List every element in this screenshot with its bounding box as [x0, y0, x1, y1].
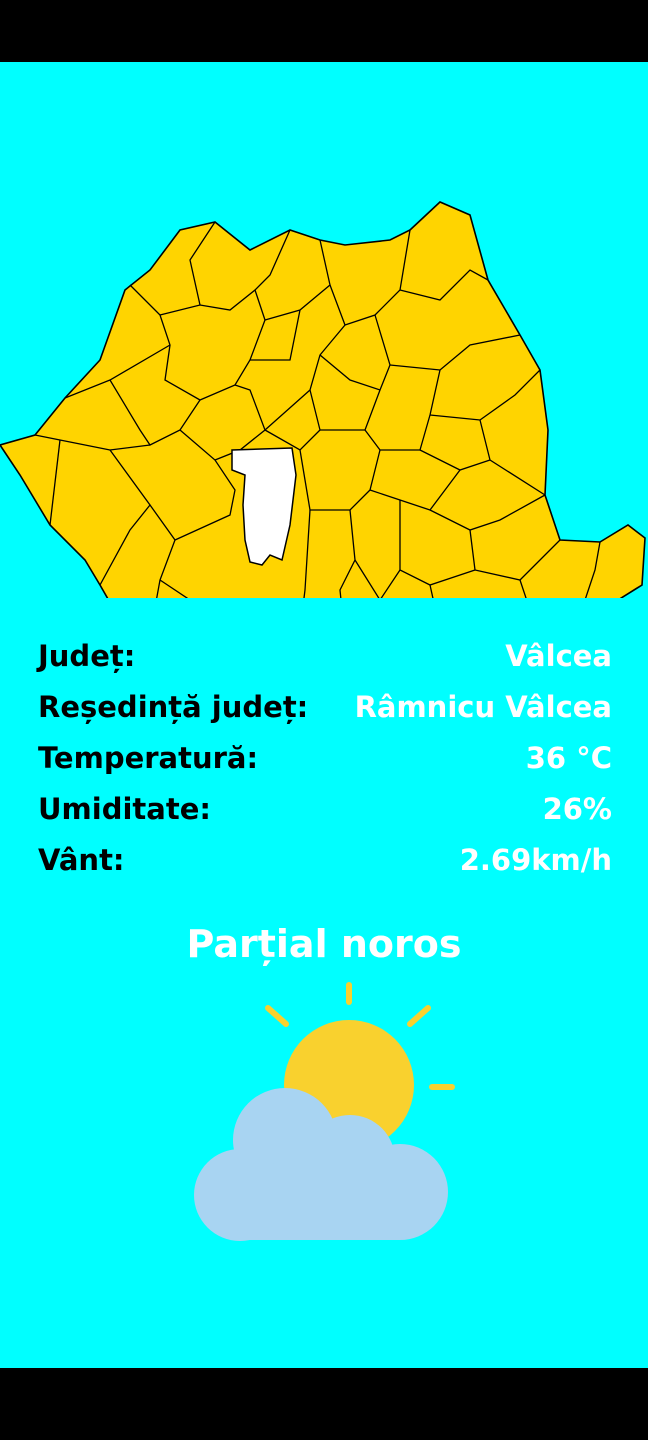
county-row: Județ: Vâlcea	[38, 630, 612, 681]
romania-outline	[0, 201, 646, 598]
county-info-panel: Județ: Vâlcea Reședință județ: Râmnicu V…	[38, 630, 612, 885]
wind-row: Vânt: 2.69km/h	[38, 834, 612, 885]
seat-label: Reședință județ:	[38, 689, 309, 724]
humidity-label: Umiditate:	[38, 791, 211, 826]
weather-condition: Parțial noros	[186, 922, 462, 966]
wind-value: 2.69km/h	[459, 842, 612, 877]
selected-county-valcea[interactable]	[231, 447, 297, 566]
navigation-bar	[0, 1368, 648, 1440]
partly-cloudy-icon	[194, 982, 455, 1241]
county-label: Județ:	[38, 638, 136, 673]
app-screen: Județ: Vâlcea Reședință județ: Râmnicu V…	[0, 62, 648, 1368]
seat-row: Reședință județ: Râmnicu Vâlcea	[38, 681, 612, 732]
humidity-value: 26%	[542, 791, 612, 826]
temperature-label: Temperatură:	[38, 740, 259, 775]
temperature-row: Temperatură: 36 °C	[38, 732, 612, 783]
cloud	[194, 1088, 448, 1241]
seat-value: Râmnicu Vâlcea	[354, 689, 612, 724]
status-bar	[0, 0, 648, 62]
county-value: Vâlcea	[505, 638, 612, 673]
sun-rays	[265, 982, 455, 1090]
temperature-value: 36 °C	[525, 740, 612, 775]
humidity-row: Umiditate: 26%	[38, 783, 612, 834]
county-borders	[34, 221, 601, 598]
wind-label: Vânt:	[38, 842, 125, 877]
romania-county-map	[0, 201, 646, 598]
